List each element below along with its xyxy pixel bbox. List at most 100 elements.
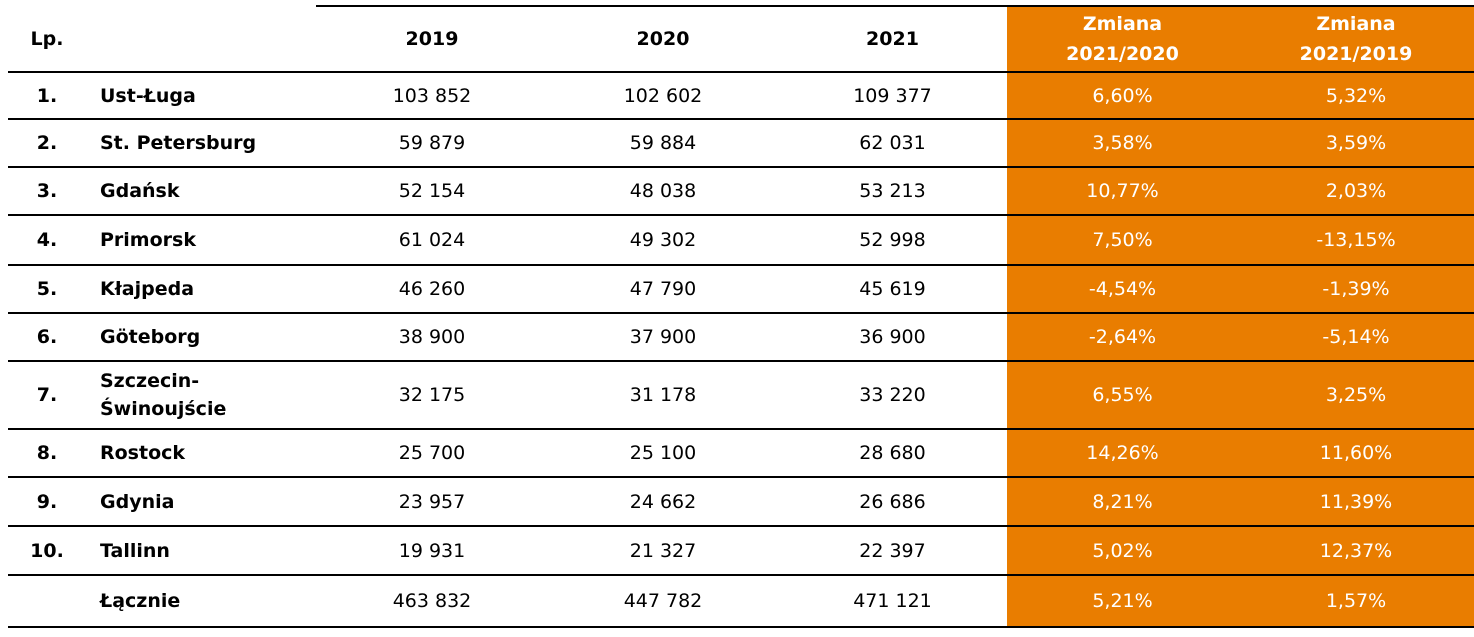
row-number: 10. bbox=[8, 526, 86, 576]
value-2019: 19 931 bbox=[316, 526, 548, 576]
change-2021-2019: 12,37% bbox=[1238, 526, 1474, 576]
port-name: Primorsk bbox=[86, 215, 316, 266]
header-change1-line2: 2021/2020 bbox=[1066, 43, 1179, 65]
value-2019: 61 024 bbox=[316, 215, 548, 266]
value-2021: 28 680 bbox=[778, 429, 1007, 478]
row-number: 4. bbox=[8, 215, 86, 266]
port-name: Gdynia bbox=[86, 477, 316, 527]
change-2021-2019: 5,32% bbox=[1238, 72, 1474, 120]
port-name: St. Petersburg bbox=[86, 119, 316, 168]
change-2021-2020: 14,26% bbox=[1007, 429, 1238, 478]
value-2019: 38 900 bbox=[316, 313, 548, 362]
change-2021-2020: -2,64% bbox=[1007, 313, 1238, 362]
header-change2-line2: 2021/2019 bbox=[1299, 43, 1413, 65]
value-2020: 447 782 bbox=[548, 575, 778, 628]
value-2021: 33 220 bbox=[778, 361, 1007, 430]
port-name: Tallinn bbox=[86, 526, 316, 576]
value-2019: 103 852 bbox=[316, 72, 548, 120]
table-row: 2. St. Petersburg 59 879 59 884 62 031 3,58% 3… bbox=[8, 119, 1474, 168]
header-change2-line1: Zmiana bbox=[1316, 13, 1396, 35]
port-name: Kłajpeda bbox=[86, 265, 316, 314]
change-2021-2020: 5,21% bbox=[1007, 575, 1238, 628]
value-2021: 62 031 bbox=[778, 119, 1007, 168]
row-number: 9. bbox=[8, 477, 86, 527]
value-2021: 109 377 bbox=[778, 72, 1007, 120]
value-2021: 53 213 bbox=[778, 167, 1007, 216]
change-2021-2020: 5,02% bbox=[1007, 526, 1238, 576]
row-number: 2. bbox=[8, 119, 86, 168]
value-2020: 47 790 bbox=[548, 265, 778, 314]
value-2019: 463 832 bbox=[316, 575, 548, 628]
port-name: Göteborg bbox=[86, 313, 316, 362]
value-2021: 26 686 bbox=[778, 477, 1007, 527]
table-row: 3. Gdańsk 52 154 48 038 53 213 10,77% 2,03% bbox=[8, 167, 1474, 216]
value-2020: 59 884 bbox=[548, 119, 778, 168]
change-2021-2020: 7,50% bbox=[1007, 215, 1238, 266]
table-row: 7. Szczecin-Świnoujście 32 175 31 178 33 220… bbox=[8, 361, 1474, 430]
change-2021-2020: -4,54% bbox=[1007, 265, 1238, 314]
change-2021-2019: -1,39% bbox=[1238, 265, 1474, 314]
row-number: 8. bbox=[8, 429, 86, 478]
row-number: 7. bbox=[8, 361, 86, 430]
change-2021-2020: 3,58% bbox=[1007, 119, 1238, 168]
value-2020: 25 100 bbox=[548, 429, 778, 478]
row-number: 6. bbox=[8, 313, 86, 362]
table-row: 4. Primorsk 61 024 49 302 52 998 7,50% -13,15% bbox=[8, 215, 1474, 266]
port-name: Rostock bbox=[86, 429, 316, 478]
value-2020: 49 302 bbox=[548, 215, 778, 266]
table-row: 5. Kłajpeda 46 260 47 790 45 619 -4,54% -1,39% bbox=[8, 265, 1474, 314]
change-2021-2019: 1,57% bbox=[1238, 575, 1474, 628]
table-row: Łącznie 463 832 447 782 471 121 5,21% 1,57% bbox=[8, 575, 1474, 628]
table-row: 6. Göteborg 38 900 37 900 36 900 -2,64% -5,14% bbox=[8, 313, 1474, 362]
header-name bbox=[86, 6, 316, 73]
change-2021-2019: -13,15% bbox=[1238, 215, 1474, 266]
table-row: 10. Tallinn 19 931 21 327 22 397 5,02% 12,37% bbox=[8, 526, 1474, 576]
value-2020: 102 602 bbox=[548, 72, 778, 120]
value-2019: 46 260 bbox=[316, 265, 548, 314]
port-name: Łącznie bbox=[86, 575, 316, 628]
header-change-2021-2019: Zmiana 2021/2019 bbox=[1238, 5, 1474, 73]
change-2021-2019: 3,25% bbox=[1238, 361, 1474, 430]
value-2021: 45 619 bbox=[778, 265, 1007, 314]
row-number: 1. bbox=[8, 72, 86, 120]
header-2020: 2020 bbox=[548, 5, 778, 73]
value-2020: 37 900 bbox=[548, 313, 778, 362]
row-number: 5. bbox=[8, 265, 86, 314]
change-2021-2019: 3,59% bbox=[1238, 119, 1474, 168]
row-number: 3. bbox=[8, 167, 86, 216]
header-row: Lp. 2019 2020 2021 Zmiana 2021/2020 Zmian… bbox=[8, 5, 1474, 73]
value-2019: 59 879 bbox=[316, 119, 548, 168]
value-2019: 52 154 bbox=[316, 167, 548, 216]
value-2021: 22 397 bbox=[778, 526, 1007, 576]
change-2021-2020: 6,60% bbox=[1007, 72, 1238, 120]
change-2021-2020: 6,55% bbox=[1007, 361, 1238, 430]
change-2021-2020: 8,21% bbox=[1007, 477, 1238, 527]
change-2021-2019: 11,60% bbox=[1238, 429, 1474, 478]
value-2020: 31 178 bbox=[548, 361, 778, 430]
value-2020: 21 327 bbox=[548, 526, 778, 576]
value-2021: 471 121 bbox=[778, 575, 1007, 628]
header-2021: 2021 bbox=[778, 5, 1007, 73]
ports-table: Lp. 2019 2020 2021 Zmiana 2021/2020 Zmian… bbox=[8, 5, 1474, 628]
port-name: Ust-Ługa bbox=[86, 72, 316, 120]
table-row: 1. Ust-Ługa 103 852 102 602 109 377 6,60% 5,32… bbox=[8, 72, 1474, 120]
change-2021-2019: -5,14% bbox=[1238, 313, 1474, 362]
value-2021: 52 998 bbox=[778, 215, 1007, 266]
header-lp: Lp. bbox=[8, 6, 86, 73]
value-2019: 32 175 bbox=[316, 361, 548, 430]
header-2019: 2019 bbox=[316, 5, 548, 73]
row-number bbox=[8, 575, 86, 628]
header-change1-line1: Zmiana bbox=[1082, 13, 1163, 35]
header-change-2021-2020: Zmiana 2021/2020 bbox=[1007, 5, 1238, 73]
value-2020: 24 662 bbox=[548, 477, 778, 527]
value-2019: 23 957 bbox=[316, 477, 548, 527]
table-row: 8. Rostock 25 700 25 100 28 680 14,26% 11,60% bbox=[8, 429, 1474, 478]
value-2021: 36 900 bbox=[778, 313, 1007, 362]
change-2021-2019: 2,03% bbox=[1238, 167, 1474, 216]
value-2020: 48 038 bbox=[548, 167, 778, 216]
port-name: Gdańsk bbox=[86, 167, 316, 216]
change-2021-2019: 11,39% bbox=[1238, 477, 1474, 527]
table-row: 9. Gdynia 23 957 24 662 26 686 8,21% 11,39% bbox=[8, 477, 1474, 527]
value-2019: 25 700 bbox=[316, 429, 548, 478]
port-name: Szczecin-Świnoujście bbox=[86, 361, 316, 430]
